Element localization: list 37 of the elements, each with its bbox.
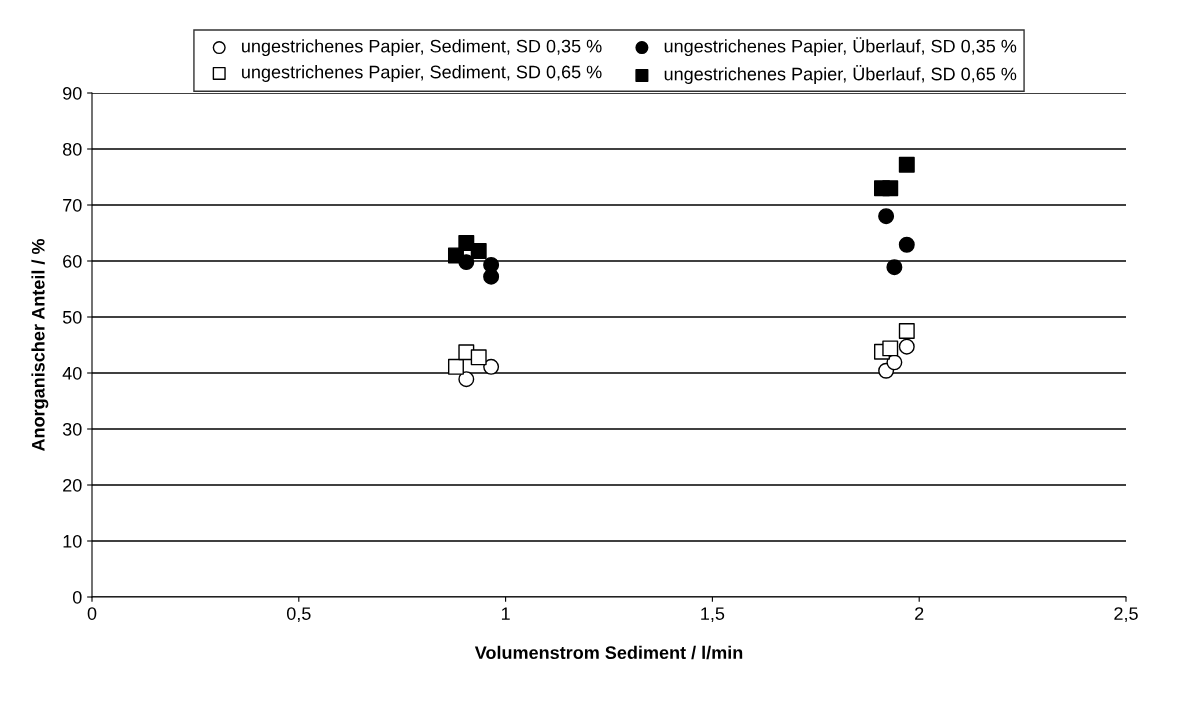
y-tick-label: 90 — [63, 86, 82, 100]
point — [898, 156, 915, 173]
x-tick-label: 1 — [501, 607, 510, 620]
y-tick-label: 10 — [63, 534, 82, 548]
legend-label: ungestrichenes Papier, Überlauf, SD 0,65 % — [664, 65, 1017, 84]
point — [886, 259, 903, 276]
y-tick-label: 0 — [72, 590, 82, 604]
point — [458, 371, 475, 388]
y-tick-label: 40 — [62, 366, 82, 380]
point — [882, 340, 899, 357]
point — [447, 247, 464, 264]
y-axis-title: Anorganischer Anteil / % — [31, 238, 49, 452]
x-tick-label: 0,5 — [286, 607, 311, 623]
x-tick-label: 1,5 — [701, 607, 725, 623]
point — [882, 180, 899, 197]
x-tick-label: 0 — [87, 607, 97, 620]
point — [878, 208, 895, 225]
legend-label: ungestrichenes Papier, Sediment, SD 0,35 % — [242, 39, 602, 57]
x-tick-label: 2 — [915, 607, 924, 620]
point — [898, 338, 915, 355]
legend-label: ungestrichenes Papier, Überlauf, SD 0,35 % — [664, 37, 1017, 57]
y-tick-label: 60 — [63, 254, 82, 268]
point — [898, 323, 915, 339]
point — [470, 349, 487, 366]
x-tick-label: 2,5 — [1114, 607, 1138, 623]
point — [447, 358, 464, 375]
y-tick-label: 20 — [63, 478, 82, 492]
point — [470, 242, 487, 259]
point — [898, 236, 915, 253]
x-axis-title: Volumenstrom Sediment / l/min — [474, 645, 743, 660]
legend-label: ungestrichenes Papier, Sediment, SD 0,65 % — [242, 65, 602, 82]
point — [483, 358, 500, 375]
y-tick-label: 80 — [62, 142, 82, 156]
y-tick-label: 50 — [62, 310, 82, 324]
y-tick-label: 30 — [62, 422, 82, 436]
point — [483, 268, 500, 285]
y-tick-label: 70 — [63, 198, 82, 212]
